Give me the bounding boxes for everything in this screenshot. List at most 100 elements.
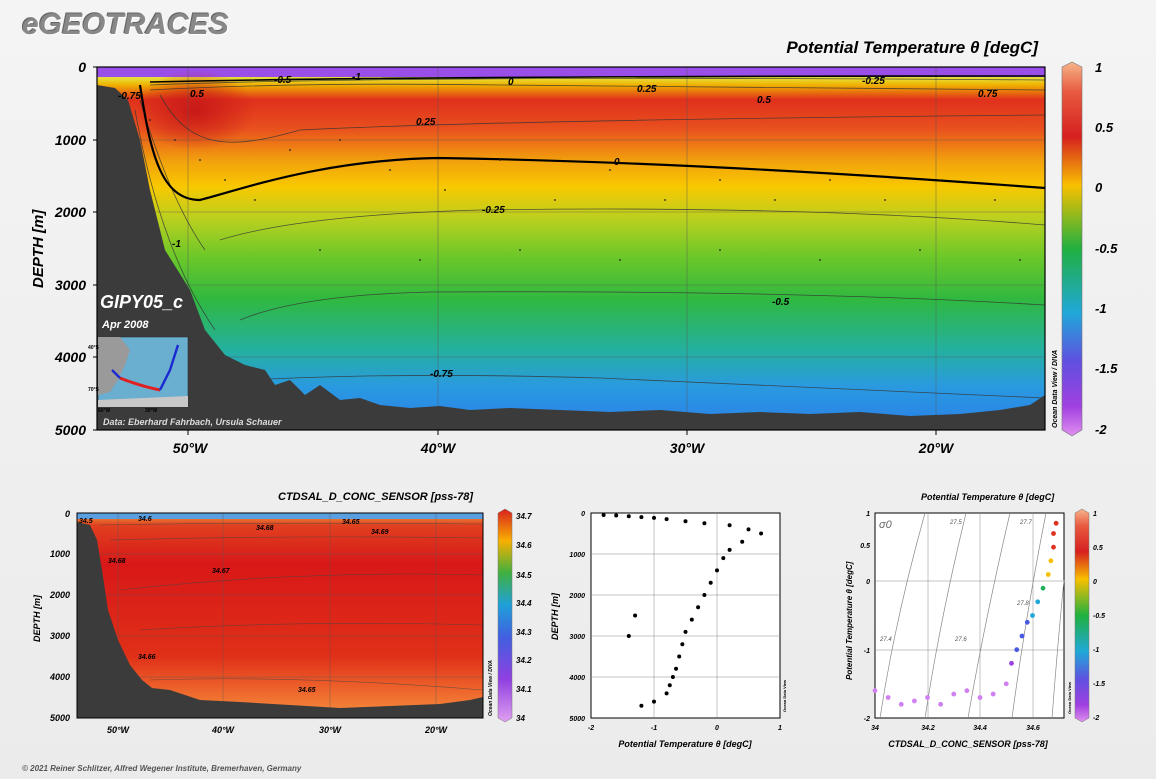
contour-label: -0.75 xyxy=(118,91,141,102)
app-logo: eGEOTRACES xyxy=(22,8,229,41)
contour-label: 0.25 xyxy=(416,117,436,128)
ts-point xyxy=(872,688,878,694)
profile-point xyxy=(633,613,638,618)
profile-point xyxy=(674,666,679,671)
contour-label: 0.5 xyxy=(757,95,771,106)
y-tick-label: 1000 xyxy=(50,549,70,559)
profile-point xyxy=(667,683,672,688)
main-section-title: Potential Temperature θ [degC] xyxy=(786,38,1038,57)
ts-point xyxy=(1053,520,1059,526)
contour-label: -0.5 xyxy=(772,297,790,308)
inset-label: 40°S xyxy=(88,345,100,351)
ts-plot: 27.4 27.5 27.6 27.7 27.8 σ0 1 0.5 0 -1 -2 3… xyxy=(845,508,1105,749)
inset-label: 30°W xyxy=(145,408,158,414)
sigma-label: σ0 xyxy=(879,519,893,531)
salinity-section-field xyxy=(77,513,484,718)
x-tick-label: 20°W xyxy=(424,725,449,735)
ts-point xyxy=(1048,558,1054,564)
colorbar-tick: 0 xyxy=(1093,579,1097,586)
ts-y-ticks: 1 0.5 0 -1 -2 xyxy=(860,511,870,723)
colorbar-tick: 0 xyxy=(1095,180,1103,195)
profile-point xyxy=(614,513,619,518)
ts-point xyxy=(925,695,930,700)
colorbar-tick: -2 xyxy=(1095,422,1107,437)
svg-text:-1: -1 xyxy=(651,725,657,732)
colorbar-tick: 0.5 xyxy=(1095,120,1114,135)
contour-label: 34.69 xyxy=(371,529,389,536)
station-dots xyxy=(149,119,1021,261)
salinity-colorbar: 34.7 34.6 34.5 34.4 34.3 34.2 34.1 34 xyxy=(497,508,532,723)
svg-text:34.2: 34.2 xyxy=(921,725,935,732)
main-x-ticks: 50°W 40°W 30°W 20°W xyxy=(173,440,955,456)
ts-point xyxy=(990,691,996,697)
contour-label: 34.65 xyxy=(342,519,360,526)
contour-label: 34.68 xyxy=(108,558,126,565)
colorbar-tick: 34.4 xyxy=(516,599,532,608)
contour-label: -0.25 xyxy=(862,76,885,87)
svg-text:1: 1 xyxy=(866,511,870,518)
ts-point xyxy=(1019,633,1025,639)
x-tick-label: 20°W xyxy=(918,440,955,456)
contour-label: 34.66 xyxy=(138,654,156,661)
colorbar-tick: 34.6 xyxy=(516,541,532,550)
profile-point xyxy=(683,519,688,524)
main-watermark: Ocean Data View / DIVA xyxy=(1052,350,1059,428)
profile-point xyxy=(708,580,713,585)
y-tick-label: 2000 xyxy=(49,590,70,600)
inset-label: 60°W xyxy=(98,408,111,414)
svg-text:-1: -1 xyxy=(864,648,870,655)
main-y-ticks: 0 1000 2000 3000 4000 5000 xyxy=(54,59,86,438)
ts-point xyxy=(1051,531,1056,536)
colorbar-tick: -1.5 xyxy=(1093,681,1105,688)
colorbar-tick: 0.5 xyxy=(1093,545,1103,552)
svg-text:34.4: 34.4 xyxy=(973,725,987,732)
profile-point xyxy=(639,703,644,708)
x-tick-label: 50°W xyxy=(107,725,131,735)
profile-point xyxy=(670,675,675,679)
contour-label: -1 xyxy=(172,239,181,250)
svg-text:34.6: 34.6 xyxy=(1026,725,1040,732)
profile-plot: 0 1000 2000 3000 4000 5000 -2 -1 0 1 Potential … xyxy=(550,511,787,749)
profile-point xyxy=(677,654,682,659)
y-tick-label: 0 xyxy=(65,509,70,519)
salinity-contour-labels: 34.5 34.6 34.68 34.65 34.69 34.68 34.67 … xyxy=(79,516,389,694)
svg-text:1: 1 xyxy=(778,725,782,732)
salinity-watermark: Ocean Data View / DIVA xyxy=(488,660,494,716)
svg-text:34: 34 xyxy=(871,725,879,732)
colorbar-tick: 34.5 xyxy=(516,571,532,580)
profile-point xyxy=(702,593,707,597)
colorbar-tick: 34.7 xyxy=(516,512,532,521)
x-tick-label: 30°W xyxy=(670,440,706,456)
profile-point xyxy=(652,699,656,704)
profile-x-axis-label: Potential Temperature θ [degC] xyxy=(618,739,752,749)
ts-watermark: Ocean Data View xyxy=(1067,681,1072,714)
profile-point xyxy=(702,521,707,526)
profile-point xyxy=(639,515,644,520)
contour-label: 0.5 xyxy=(190,89,204,100)
x-tick-label: 50°W xyxy=(173,440,209,456)
profile-y-axis-label: DEPTH [m] xyxy=(550,592,560,640)
ts-title: Potential Temperature θ [degC] xyxy=(921,492,1055,502)
colorbar-tick: 1 xyxy=(1095,60,1102,75)
y-tick-label: 0 xyxy=(78,59,86,75)
isopycnal-label: 27.6 xyxy=(954,637,967,643)
ts-point xyxy=(885,695,891,700)
ts-point xyxy=(1051,544,1056,550)
svg-text:2000: 2000 xyxy=(568,593,585,600)
isopycnal-label: 27.5 xyxy=(949,520,962,526)
ts-point xyxy=(951,691,957,697)
ts-point xyxy=(1009,660,1014,666)
ts-point xyxy=(964,688,970,694)
salinity-y-ticks: 0 1000 2000 3000 4000 5000 xyxy=(49,509,70,723)
profile-point xyxy=(689,617,694,622)
contour-label: 34.67 xyxy=(212,568,231,575)
svg-text:0: 0 xyxy=(715,725,719,732)
y-tick-label: 4000 xyxy=(49,672,70,682)
y-tick-label: 3000 xyxy=(50,631,70,641)
ts-point xyxy=(1014,647,1020,653)
profile-point xyxy=(727,523,732,528)
ts-x-axis-label: CTDSAL_D_CONC_SENSOR [pss-78] xyxy=(888,739,1049,749)
profile-point xyxy=(683,629,688,634)
x-tick-label: 40°W xyxy=(420,440,457,456)
y-tick-label: 5000 xyxy=(50,713,70,723)
